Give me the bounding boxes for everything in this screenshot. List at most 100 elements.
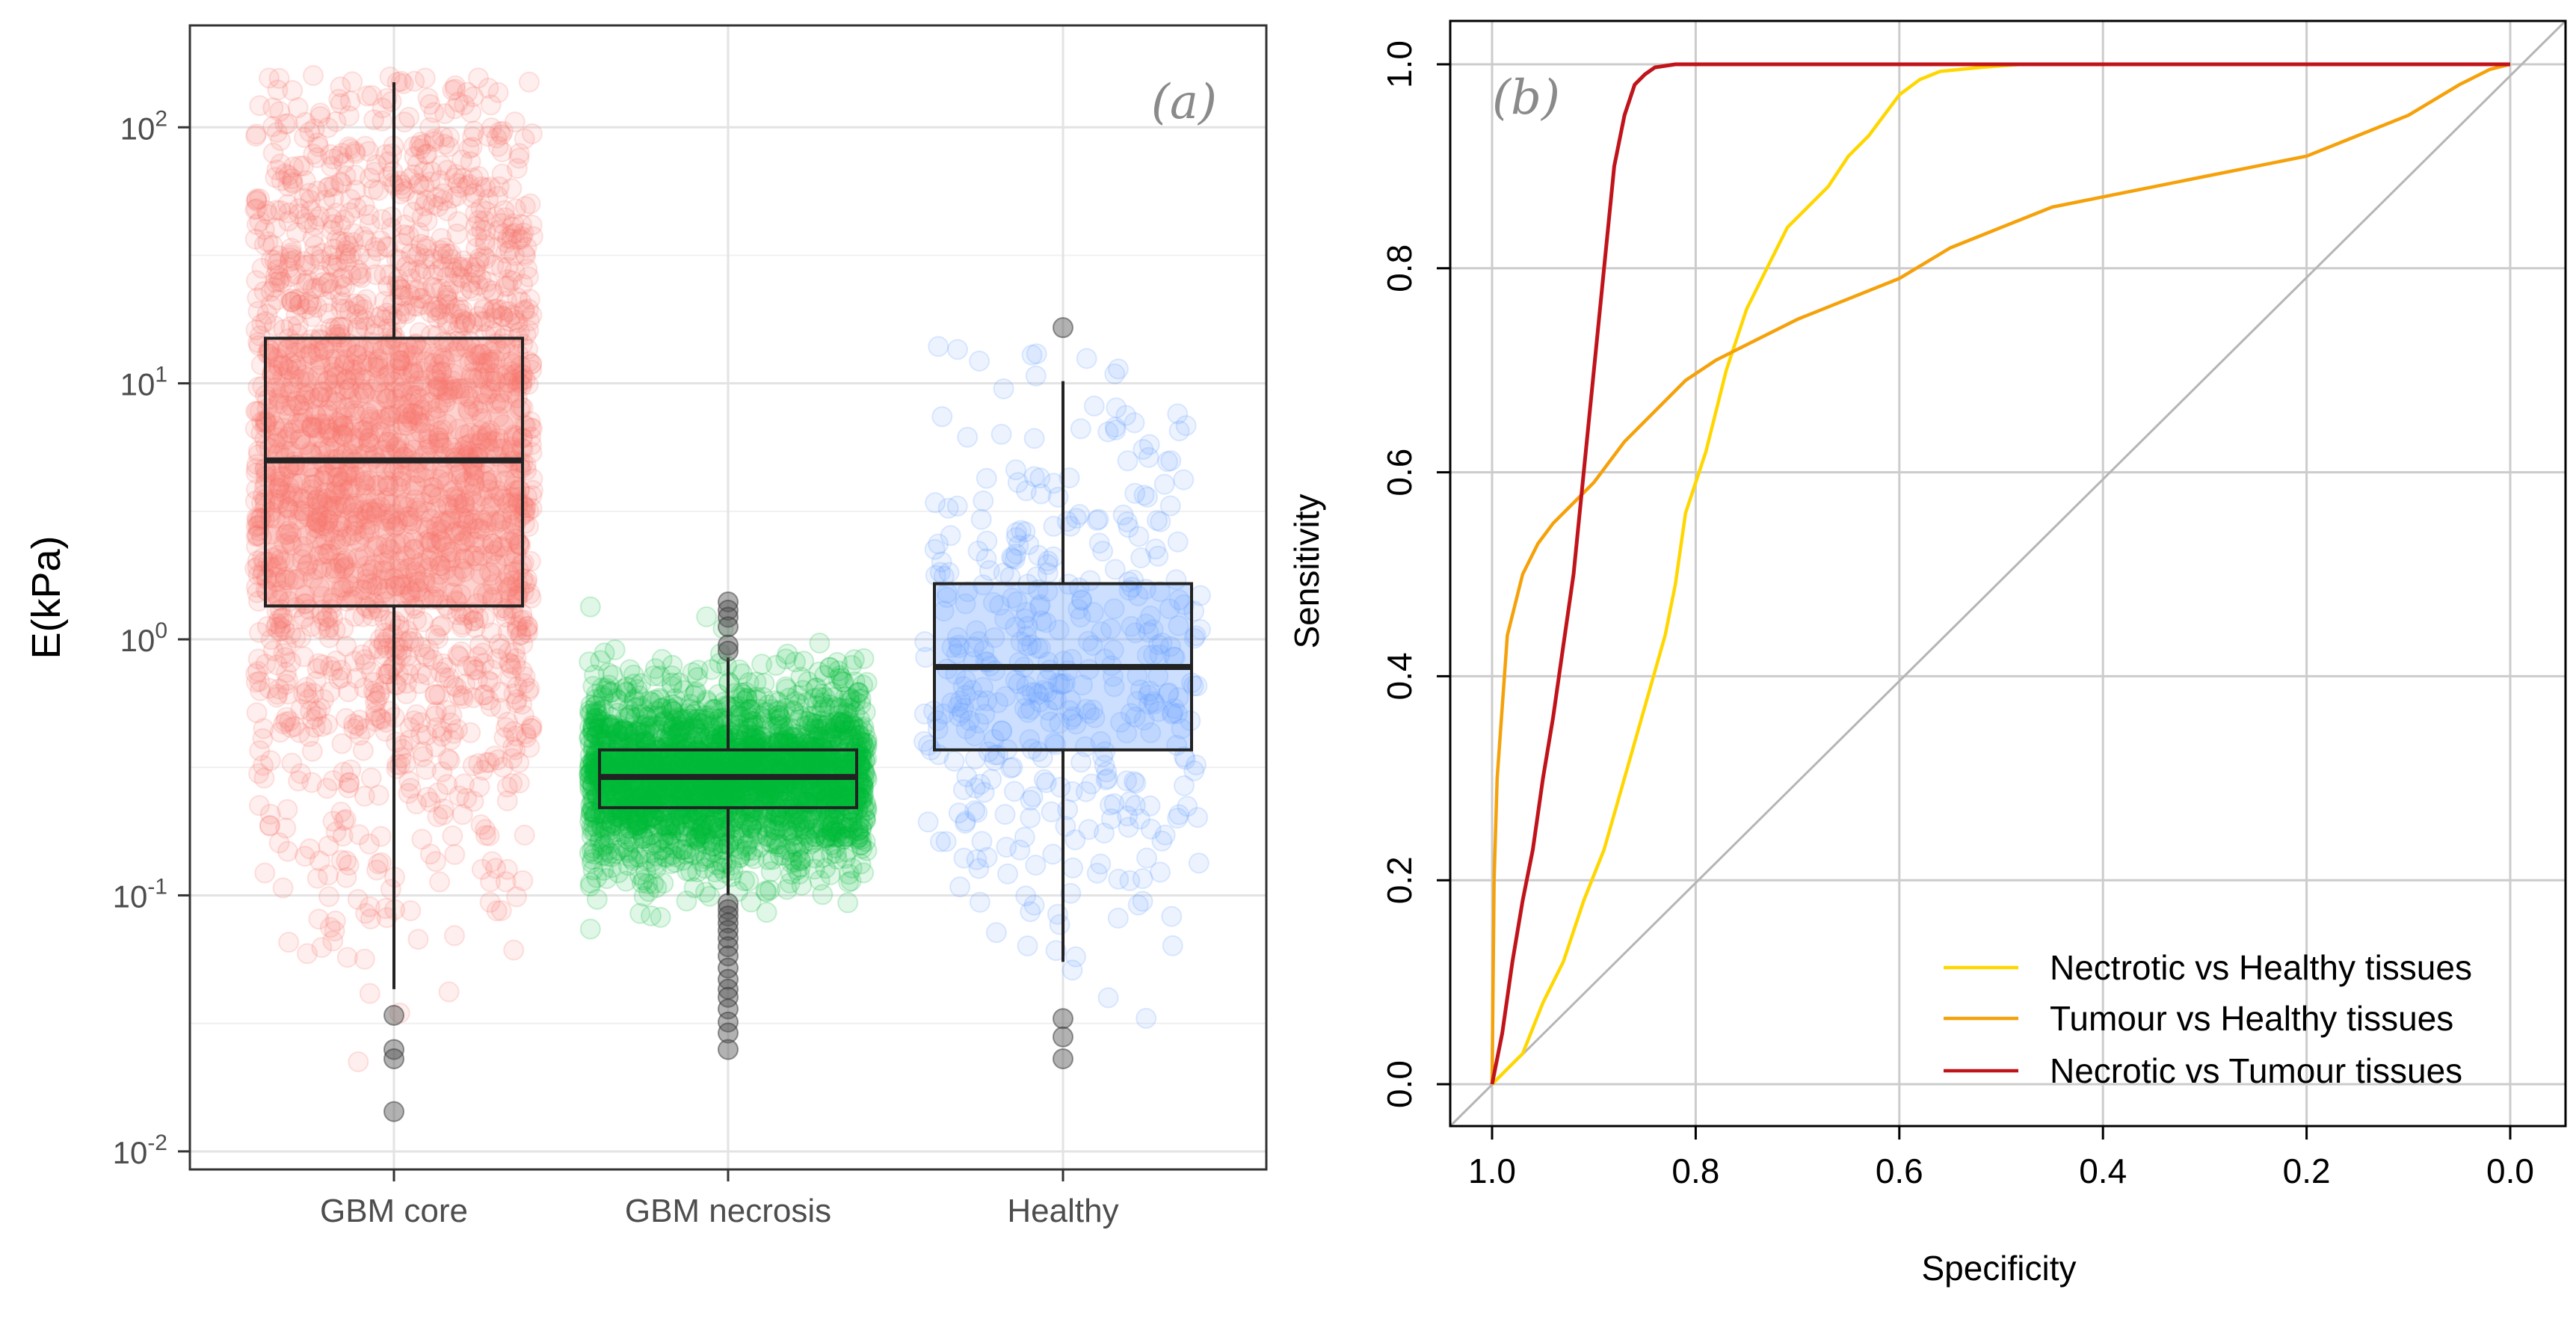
- jitter-point: [479, 891, 501, 913]
- jitter-point: [478, 689, 499, 711]
- jitter-point: [377, 503, 398, 525]
- jitter-point: [410, 413, 431, 434]
- jitter-point: [398, 770, 420, 792]
- jitter-point: [309, 850, 330, 872]
- jitter-point: [321, 220, 342, 242]
- jitter-point: [330, 215, 351, 236]
- jitter-point: [452, 614, 473, 636]
- jitter-point: [246, 270, 267, 292]
- jitter-point: [818, 826, 839, 848]
- jitter-point: [267, 683, 289, 705]
- jitter-point: [389, 432, 410, 454]
- jitter-point: [331, 274, 353, 296]
- jitter-point: [463, 656, 484, 677]
- jitter-point: [324, 529, 346, 551]
- jitter-point: [429, 616, 451, 638]
- jitter-point: [380, 879, 401, 900]
- jitter-point: [333, 354, 355, 376]
- jitter-point: [267, 79, 289, 101]
- jitter-point: [665, 837, 686, 859]
- jitter-point: [306, 297, 328, 319]
- jitter-point: [475, 247, 497, 269]
- jitter-point: [507, 615, 529, 636]
- jitter-point: [454, 94, 475, 116]
- jitter-point: [360, 409, 381, 430]
- jitter-point: [838, 871, 860, 893]
- jitter-point: [326, 495, 348, 517]
- jitter-point: [359, 406, 380, 428]
- jitter-point: [371, 709, 392, 731]
- jitter-point: [363, 680, 384, 702]
- jitter-point: [273, 643, 295, 664]
- jitter-point: [472, 684, 494, 706]
- jitter-point: [476, 384, 498, 405]
- jitter-point: [504, 524, 526, 546]
- jitter-point: [600, 682, 621, 704]
- jitter-point: [430, 239, 452, 261]
- jitter-point: [311, 242, 333, 264]
- jitter-point: [303, 215, 325, 236]
- jitter-point: [694, 828, 715, 849]
- jitter-point: [360, 767, 382, 789]
- jitter-point: [407, 411, 429, 432]
- jitter-point: [408, 571, 430, 592]
- jitter-point: [436, 657, 457, 678]
- jitter-point: [246, 191, 268, 212]
- jitter-point: [924, 538, 946, 560]
- jitter-point: [375, 533, 397, 555]
- jitter-point: [505, 739, 526, 760]
- jitter-point: [277, 683, 299, 705]
- jitter-point: [437, 287, 457, 309]
- jitter-point: [444, 925, 465, 947]
- jitter-point: [480, 695, 502, 717]
- jitter-point: [266, 121, 288, 143]
- jitter-point: [519, 737, 540, 758]
- jitter-point: [407, 259, 429, 280]
- jitter-point: [430, 529, 452, 550]
- jitter-point: [499, 654, 521, 674]
- jitter-point: [508, 143, 530, 165]
- jitter-point: [957, 426, 979, 448]
- jitter-point: [579, 918, 601, 940]
- jitter-point: [270, 466, 291, 488]
- jitter-point: [252, 728, 274, 749]
- jitter-point: [265, 265, 286, 286]
- jitter-point: [407, 929, 429, 950]
- jitter-point: [245, 126, 267, 147]
- jitter-point: [323, 176, 345, 197]
- jitter-point: [511, 214, 532, 236]
- jitter-point: [375, 510, 397, 532]
- jitter-point: [335, 165, 357, 187]
- jitter-point: [354, 785, 375, 807]
- jitter-point: [391, 466, 413, 487]
- jitter-point: [496, 717, 517, 738]
- jitter-point: [306, 706, 327, 728]
- jitter-point: [468, 209, 490, 231]
- jitter-point: [429, 354, 451, 375]
- jitter-point: [282, 80, 303, 101]
- jitter-point: [289, 722, 310, 743]
- jitter-point: [437, 541, 458, 563]
- jitter-point: [247, 591, 269, 612]
- jitter-point: [315, 529, 336, 550]
- jitter-point: [336, 636, 357, 657]
- jitter-point: [299, 253, 321, 275]
- jitter-point: [464, 257, 486, 279]
- jitter-point: [321, 245, 342, 266]
- jitter-point: [410, 712, 431, 734]
- jitter-point: [504, 261, 526, 283]
- jitter-point: [410, 138, 431, 160]
- jitter-point: [497, 372, 519, 393]
- jitter-point: [339, 90, 361, 112]
- jitter-point: [320, 540, 342, 562]
- jitter-point: [696, 606, 718, 627]
- jitter-point: [275, 483, 297, 505]
- jitter-point: [400, 900, 422, 921]
- jitter-point: [362, 559, 383, 580]
- jitter-point: [380, 494, 401, 515]
- jitter-point: [298, 291, 320, 313]
- jitter-point: [278, 932, 300, 953]
- jitter-point: [469, 634, 490, 656]
- jitter-point: [1003, 781, 1025, 802]
- jitter-point: [676, 891, 697, 911]
